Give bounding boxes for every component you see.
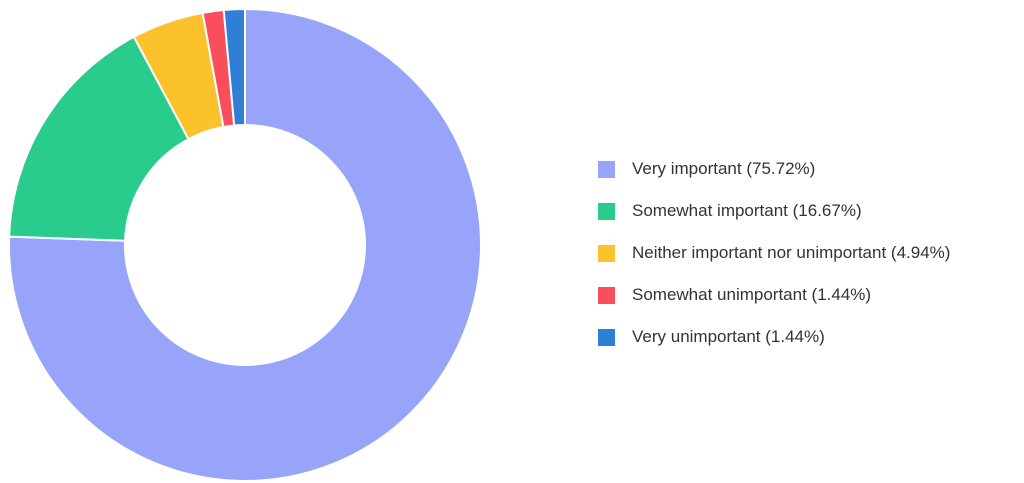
legend-swatch bbox=[598, 286, 615, 304]
chart-legend: Very important (75.72%) Somewhat importan… bbox=[598, 148, 950, 358]
legend-label: Somewhat unimportant (1.44%) bbox=[632, 285, 872, 304]
donut-slice-1 bbox=[8, 35, 190, 242]
legend-item: Somewhat unimportant (1.44%) bbox=[598, 274, 950, 316]
legend-item: Very unimportant (1.44%) bbox=[598, 316, 950, 358]
legend-swatch bbox=[598, 160, 615, 178]
legend-item: Neither important nor unimportant (4.94%… bbox=[598, 232, 950, 274]
legend-swatch bbox=[598, 328, 615, 346]
donut-slice-4 bbox=[222, 7, 246, 127]
legend-label: Somewhat important (16.67%) bbox=[632, 201, 862, 220]
legend-label: Very important (75.72%) bbox=[632, 159, 816, 178]
legend-item: Somewhat important (16.67%) bbox=[598, 190, 950, 232]
legend-label: Neither important nor unimportant (4.94%… bbox=[632, 243, 951, 262]
donut-chart-plot bbox=[8, 7, 482, 482]
donut-slice-0 bbox=[8, 7, 482, 482]
legend-label: Very unimportant (1.44%) bbox=[632, 327, 825, 346]
legend-swatch bbox=[598, 202, 615, 220]
legend-swatch bbox=[598, 244, 615, 262]
legend-item: Very important (75.72%) bbox=[598, 148, 950, 190]
